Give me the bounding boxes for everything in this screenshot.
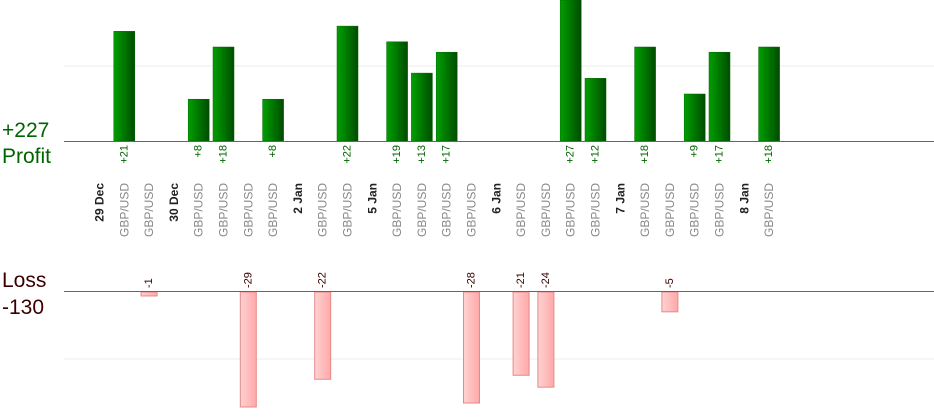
loss-value-label: -21: [515, 272, 527, 288]
symbol-label: GBP/USD: [415, 183, 429, 237]
profit-value-label: +8: [267, 145, 279, 158]
symbol-label: GBP/USD: [688, 183, 702, 237]
symbol-label: GBP/USD: [266, 183, 280, 237]
symbol-label: GBP/USD: [589, 183, 603, 237]
symbol-label: GBP/USD: [192, 183, 206, 237]
profit-value-label: +18: [763, 145, 775, 164]
profit-value-label: +27: [565, 145, 577, 164]
loss-total: -130: [2, 296, 45, 319]
symbol-label: GBP/USD: [514, 183, 528, 237]
symbol-label: GBP/USD: [465, 183, 479, 237]
profit-value-label: +19: [391, 145, 403, 164]
symbol-label: GBP/USD: [142, 183, 156, 237]
profit-value-label: +12: [590, 145, 602, 164]
symbol-label: GBP/USD: [762, 183, 776, 237]
profit-value-label: +17: [714, 145, 726, 164]
profit-bar[interactable]: [212, 46, 235, 142]
profit-bar[interactable]: [187, 98, 210, 142]
symbol-label: GBP/USD: [390, 183, 404, 237]
symbol-label: GBP/USD: [638, 183, 652, 237]
profit-value-label: +8: [193, 145, 205, 158]
symbol-label: GBP/USD: [713, 183, 727, 237]
profit-bar[interactable]: [758, 46, 780, 142]
symbol-label: GBP/USD: [564, 183, 578, 237]
profit-total: +227: [2, 119, 50, 142]
profit-bar[interactable]: [262, 98, 284, 142]
date-label: 6 Jan: [489, 183, 503, 214]
date-label: 8 Jan: [737, 183, 751, 214]
loss-value-label: -22: [317, 272, 329, 288]
loss-value-label: -28: [466, 272, 478, 288]
loss-label: Loss: [2, 269, 47, 292]
profit-value-label: +17: [441, 145, 453, 164]
symbol-label: GBP/USD: [440, 183, 454, 237]
loss-value-label: -1: [143, 278, 155, 288]
symbol-label: GBP/USD: [217, 183, 231, 237]
loss-bar[interactable]: [140, 291, 158, 297]
symbol-label: GBP/USD: [663, 183, 677, 237]
profit-bar[interactable]: [113, 31, 136, 142]
loss-value-label: -29: [242, 272, 254, 288]
profit-bar[interactable]: [708, 51, 731, 142]
symbol-label: GBP/USD: [316, 183, 330, 237]
symbol-label: GBP/USD: [341, 183, 355, 237]
symbol-label: GBP/USD: [117, 183, 131, 237]
symbol-label: GBP/USD: [539, 183, 553, 237]
loss-bar[interactable]: [314, 291, 332, 380]
loss-bar[interactable]: [537, 291, 555, 388]
date-label: 5 Jan: [365, 183, 379, 214]
date-label: 2 Jan: [291, 183, 305, 214]
symbol-label: GBP/USD: [241, 183, 255, 237]
loss-bar[interactable]: [661, 291, 679, 313]
profit-value-label: +21: [118, 145, 130, 164]
profit-bar[interactable]: [411, 72, 433, 142]
profit-value-label: +18: [639, 145, 651, 164]
loss-value-label: -24: [540, 272, 552, 288]
profit-bar[interactable]: [634, 46, 656, 142]
loss-bar[interactable]: [463, 291, 480, 404]
profit-value-label: +9: [689, 145, 701, 158]
profit-value-label: +18: [218, 145, 230, 164]
profit-bar[interactable]: [683, 93, 706, 142]
profit-value-label: +22: [342, 145, 354, 164]
loss-value-label: -5: [664, 278, 676, 288]
profit-bar[interactable]: [559, 0, 582, 142]
date-label: 29 Dec: [93, 183, 107, 222]
loss-bar[interactable]: [239, 291, 257, 408]
profit-bar[interactable]: [336, 25, 359, 142]
date-label: 30 Dec: [167, 183, 181, 222]
profit-bar[interactable]: [386, 41, 408, 142]
profit-value-label: +13: [416, 145, 428, 164]
profit-bar[interactable]: [584, 78, 607, 142]
profit-label: Profit: [2, 145, 52, 168]
profit-bar[interactable]: [435, 51, 458, 142]
loss-bar[interactable]: [512, 291, 530, 376]
date-label: 7 Jan: [613, 183, 627, 214]
